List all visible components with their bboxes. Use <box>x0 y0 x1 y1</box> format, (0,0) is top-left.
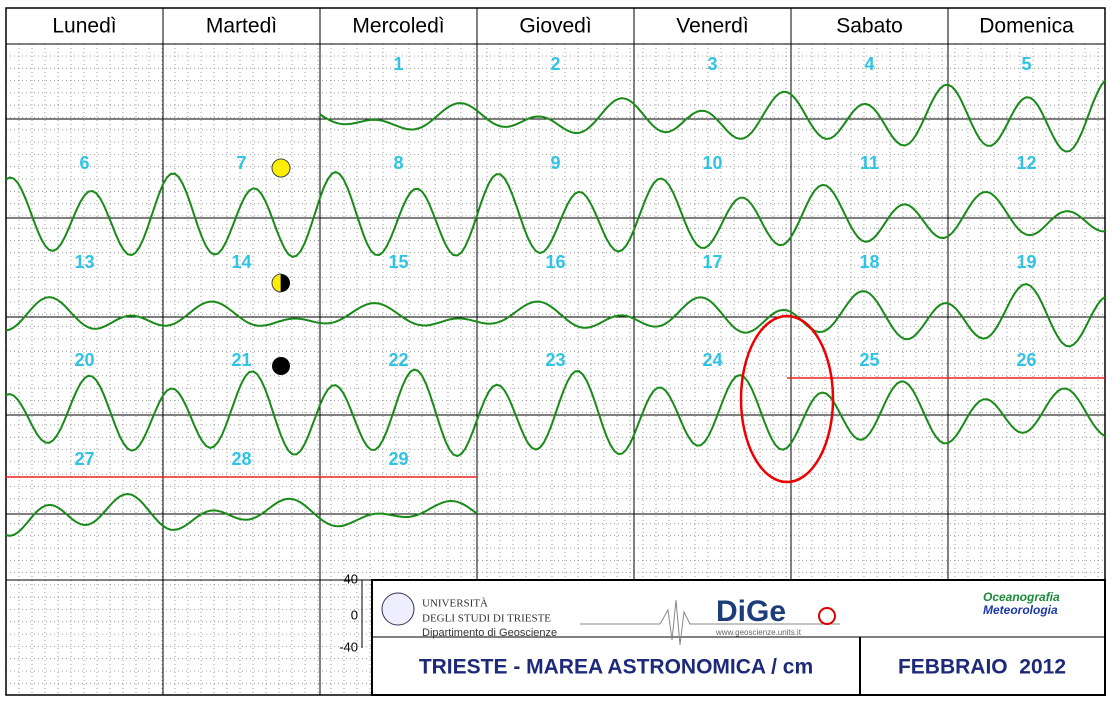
scale-label: 0 <box>351 607 358 622</box>
tide-curves <box>5 79 1106 537</box>
day-number: 27 <box>74 449 94 469</box>
day-number: 24 <box>702 350 722 370</box>
day-number: 26 <box>1016 350 1036 370</box>
day-header: Mercoledì <box>352 15 444 38</box>
day-number: 10 <box>702 153 722 173</box>
day-number: 3 <box>707 54 717 74</box>
tide-curve <box>5 368 1106 458</box>
new-moon <box>272 357 290 375</box>
day-header: Lunedì <box>52 15 116 38</box>
day-number: 18 <box>859 252 879 272</box>
day-header: Giovedì <box>519 15 591 38</box>
day-number: 21 <box>231 350 251 370</box>
tide-curve <box>5 492 478 537</box>
seismogram <box>580 599 840 646</box>
labels: Lunedì Martedì Mercoledì Giovedì Venerdì Saba… <box>52 15 1074 655</box>
tide-curve <box>319 79 1106 153</box>
day-number: 22 <box>388 350 408 370</box>
day-number: 29 <box>388 449 408 469</box>
day-number: 9 <box>550 153 560 173</box>
day-number: 17 <box>702 252 722 272</box>
tide-curve <box>5 283 1106 348</box>
day-number: 15 <box>388 252 408 272</box>
department: Dipartimento di Geoscienze <box>422 627 557 639</box>
highlight-ellipse <box>739 314 835 484</box>
day-number: 28 <box>231 449 251 469</box>
day-number: 1 <box>393 54 403 74</box>
scale-label: 40 <box>344 571 358 586</box>
tide-curve <box>5 170 1106 258</box>
university-seal <box>381 592 415 626</box>
day-number: 23 <box>545 350 565 370</box>
day-number: 25 <box>859 350 879 370</box>
day-number: 11 <box>860 153 879 173</box>
day-number: 12 <box>1016 153 1036 173</box>
day-header: Venerdì <box>676 15 748 38</box>
website: www.geoscienze.units.it <box>715 628 802 637</box>
brand: Meteorologia <box>983 603 1058 617</box>
day-header: Domenica <box>979 15 1074 38</box>
logo: DiGe <box>716 595 786 628</box>
day-header: Sabato <box>836 15 903 38</box>
day-number: 16 <box>545 252 565 272</box>
logo-globe <box>818 607 836 625</box>
day-number: 4 <box>864 54 874 74</box>
day-number: 20 <box>74 350 94 370</box>
university: UNIVERSITÀ <box>422 598 488 610</box>
day-number: 2 <box>550 54 560 74</box>
university-line: DEGLI STUDI DI TRIESTE <box>422 613 551 625</box>
footer-title: TRIESTE - MAREA ASTRONOMICA / cm <box>419 656 813 679</box>
day-number: 19 <box>1016 252 1036 272</box>
last-quarter-moon <box>271 273 282 293</box>
last-quarter-moon-dark <box>281 274 290 292</box>
day-header: Martedì <box>206 15 277 38</box>
footer: UNIVERSITÀ DEGLI STUDI DI TRIESTE Dipart… <box>371 579 1106 696</box>
day-number: 6 <box>79 153 89 173</box>
day-number: 13 <box>74 252 94 272</box>
month: FEBBRAIO 2012 <box>898 656 1066 679</box>
day-number: 8 <box>393 153 403 173</box>
full-moon <box>271 158 291 178</box>
day-number: 14 <box>231 252 251 272</box>
scale-label: -40 <box>339 639 358 654</box>
day-number: 7 <box>236 153 246 173</box>
day-number: 5 <box>1021 54 1031 74</box>
brand: Oceanografia <box>983 590 1060 604</box>
